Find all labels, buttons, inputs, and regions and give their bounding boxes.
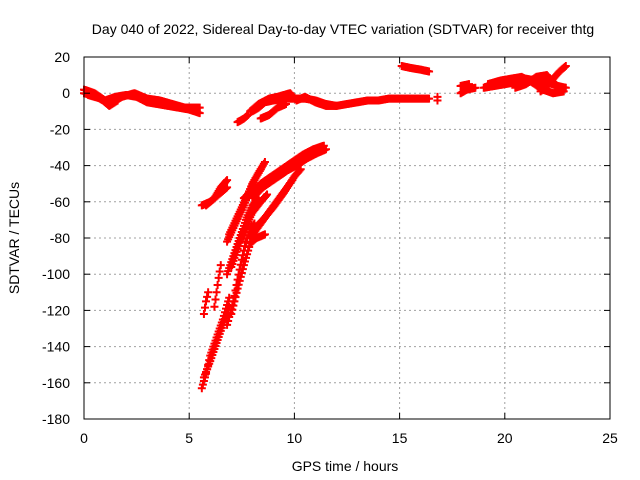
data-point [228, 305, 237, 314]
data-point [200, 303, 209, 312]
data-point [319, 141, 328, 150]
data-point [237, 268, 246, 277]
axis-ticks: 0 5 10 15 20 25 -180 -160 -140 -120 -100 -80 -60 -40 -… [42, 49, 618, 446]
data-point [195, 109, 204, 118]
data-point [234, 280, 243, 289]
data-point [465, 80, 474, 89]
data-point [210, 302, 219, 311]
y-tick-label: 20 [54, 49, 70, 65]
data-point [260, 230, 269, 239]
data-points [80, 62, 570, 393]
data-point [238, 265, 247, 274]
data-point [235, 276, 244, 285]
data-point [287, 177, 296, 186]
data-point [212, 288, 221, 297]
data-point [471, 83, 480, 92]
x-tick-label: 20 [497, 430, 513, 446]
data-point [223, 320, 232, 329]
y-tick-label: -120 [42, 302, 70, 318]
data-point [113, 96, 122, 105]
data-point [260, 157, 269, 166]
x-axis-label: GPS time / hours [292, 458, 399, 474]
data-point [425, 94, 434, 103]
y-tick-label: -80 [50, 230, 70, 246]
data-point [229, 301, 238, 310]
y-axis-label: SDTVAR / TECUs [6, 182, 22, 294]
data-point [231, 293, 240, 302]
data-point [204, 288, 213, 297]
x-tick-label: 5 [185, 430, 193, 446]
data-point [211, 295, 220, 304]
data-point [202, 297, 211, 306]
x-tick-label: 15 [392, 430, 408, 446]
y-tick-label: 0 [62, 85, 70, 101]
data-point [555, 83, 564, 92]
data-point [199, 310, 208, 319]
data-point [261, 191, 270, 200]
y-tick-label: -180 [42, 411, 70, 427]
data-point [215, 267, 224, 276]
data-point [433, 96, 442, 105]
data-point [230, 297, 239, 306]
data-point [236, 272, 245, 281]
y-tick-label: -160 [42, 375, 70, 391]
data-point [214, 273, 223, 282]
data-point [295, 166, 304, 175]
data-point [288, 176, 297, 185]
x-tick-label: 25 [602, 430, 618, 446]
data-point [233, 284, 242, 293]
data-point [561, 62, 570, 71]
data-point [296, 165, 305, 174]
data-point [559, 87, 568, 96]
data-point [281, 100, 290, 109]
data-point [263, 190, 272, 199]
y-tick-label: -20 [50, 121, 70, 137]
y-tick-label: -140 [42, 339, 70, 355]
grid [84, 57, 610, 419]
data-point [213, 281, 222, 290]
data-point [223, 176, 232, 185]
data-point [332, 101, 341, 110]
y-tick-label: -40 [50, 158, 70, 174]
y-tick-label: -100 [42, 266, 70, 282]
data-point [256, 165, 265, 174]
data-point [232, 288, 241, 297]
data-point [216, 261, 225, 270]
data-point [203, 292, 212, 301]
data-point [222, 177, 231, 186]
x-tick-label: 0 [80, 430, 88, 446]
data-point [227, 310, 236, 319]
y-tick-label: -60 [50, 194, 70, 210]
data-point [311, 148, 320, 157]
data-point [224, 316, 233, 325]
x-tick-label: 10 [287, 430, 303, 446]
chart-title: Day 040 of 2022, Sidereal Day-to-day VTE… [92, 21, 594, 37]
data-point [425, 67, 434, 76]
plot-frame [83, 56, 611, 420]
